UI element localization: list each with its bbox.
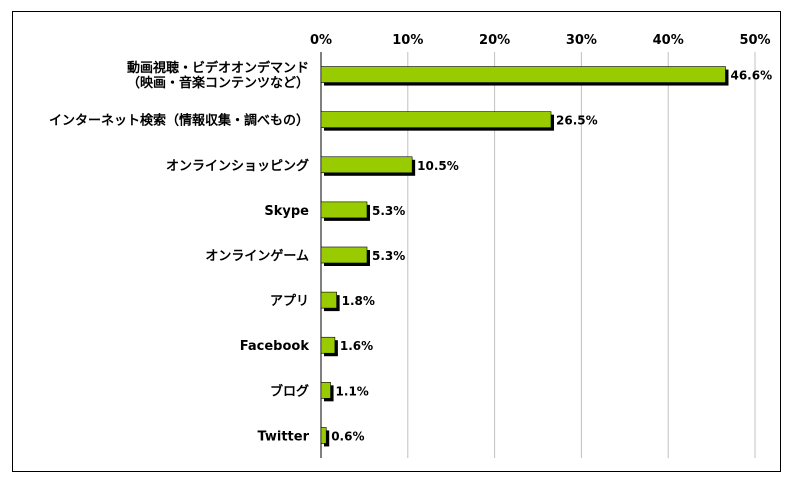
bar xyxy=(320,382,331,399)
category-label: オンラインショッピング xyxy=(166,158,309,174)
category-label: （映画・音楽コンテンツなど） xyxy=(127,75,309,91)
x-tick-label: 30% xyxy=(566,33,597,48)
bar xyxy=(320,291,337,309)
bar-value-label: 26.5% xyxy=(556,114,598,128)
bar-chart: 0% 10% 20% 30% 40% 50% 46.6% 26.5% 10.5% 5.3% 5.3… xyxy=(49,33,772,458)
bar-value-label: 46.6% xyxy=(730,69,772,83)
bar-value-label: 10.5% xyxy=(417,159,459,173)
category-label: ブログ xyxy=(270,383,309,399)
bar xyxy=(320,111,552,128)
x-tick-label: 40% xyxy=(653,33,684,48)
x-axis-ticks: 0% 10% 20% 30% 40% 50% xyxy=(310,33,771,48)
x-tick-label: 10% xyxy=(392,33,423,48)
bar xyxy=(320,246,368,264)
bar-value-label: 5.3% xyxy=(372,204,405,218)
bar xyxy=(320,427,327,444)
category-label: アプリ xyxy=(270,294,309,309)
bar-value-label: 0.6% xyxy=(331,429,364,443)
category-label: 動画視聴・ビデオオンデマンド xyxy=(127,60,309,76)
bar-value-label: 5.3% xyxy=(372,249,405,263)
category-label: Facebook xyxy=(240,339,310,354)
bar-shadow xyxy=(324,430,330,447)
bar xyxy=(320,336,336,354)
bar xyxy=(320,201,368,219)
bar-value-label: 1.6% xyxy=(340,339,373,353)
bar-value-label: 1.1% xyxy=(336,384,369,398)
bar xyxy=(320,156,413,174)
category-label: オンラインゲーム xyxy=(205,248,309,264)
category-labels: 動画視聴・ビデオオンデマンド（映画・音楽コンテンツなど） インターネット検索（情報… xyxy=(49,60,310,444)
category-label: インターネット検索（情報収集・調べもの） xyxy=(49,113,309,129)
category-label: Skype xyxy=(264,204,309,219)
bars: 46.6% 26.5% 10.5% 5.3% 5.3% 1.8% 1.6% 1.1% 0.6% xyxy=(320,66,772,447)
chart-frame: 0% 10% 20% 30% 40% 50% 46.6% 26.5% 10.5% 5.3% 5.3… xyxy=(12,11,781,472)
x-tick-label: 20% xyxy=(479,33,510,48)
x-tick-label: 50% xyxy=(739,33,770,48)
bar xyxy=(320,66,726,83)
category-label: Twitter xyxy=(257,429,309,444)
x-tick-label: 0% xyxy=(310,33,332,48)
bar-value-label: 1.8% xyxy=(342,294,375,308)
